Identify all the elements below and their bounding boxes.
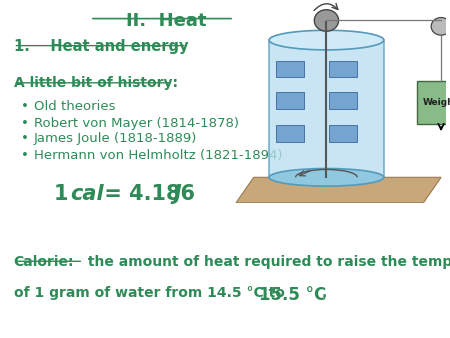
- Text: Weight: Weight: [423, 98, 450, 107]
- Text: 1: 1: [54, 184, 76, 204]
- Text: J: J: [173, 184, 181, 204]
- Text: 15.5 °C: 15.5 °C: [259, 286, 326, 304]
- Bar: [276, 61, 304, 77]
- Text: •: •: [21, 132, 29, 145]
- Text: .: .: [322, 286, 327, 299]
- Text: Calorie:: Calorie:: [14, 255, 74, 269]
- Bar: [328, 125, 357, 142]
- Text: Old theories: Old theories: [34, 100, 115, 113]
- Text: of 1 gram of water from 14.5 °C to: of 1 gram of water from 14.5 °C to: [14, 286, 289, 299]
- Text: •: •: [21, 100, 29, 113]
- Text: A little bit of history:: A little bit of history:: [14, 76, 177, 90]
- Bar: [269, 40, 384, 177]
- Text: the amount of heat required to raise the temperature: the amount of heat required to raise the…: [83, 255, 450, 269]
- Text: Robert von Mayer (1814-1878): Robert von Mayer (1814-1878): [34, 117, 239, 129]
- Bar: [276, 125, 304, 142]
- Text: •: •: [21, 117, 29, 129]
- Bar: [328, 61, 357, 77]
- Text: cal: cal: [70, 184, 104, 204]
- Bar: [328, 92, 357, 109]
- Text: Hermann von Helmholtz (1821-1894): Hermann von Helmholtz (1821-1894): [34, 149, 282, 162]
- Bar: [276, 92, 304, 109]
- Bar: [417, 81, 450, 124]
- Text: •: •: [21, 149, 29, 162]
- Text: = 4.186: = 4.186: [97, 184, 202, 204]
- Circle shape: [431, 18, 450, 35]
- Text: II.  Heat: II. Heat: [126, 12, 207, 30]
- Circle shape: [314, 10, 338, 31]
- Text: 1.    Heat and energy: 1. Heat and energy: [14, 39, 188, 54]
- Text: James Joule (1818-1889): James Joule (1818-1889): [34, 132, 197, 145]
- Polygon shape: [236, 177, 441, 203]
- Ellipse shape: [269, 168, 384, 186]
- Ellipse shape: [269, 30, 384, 50]
